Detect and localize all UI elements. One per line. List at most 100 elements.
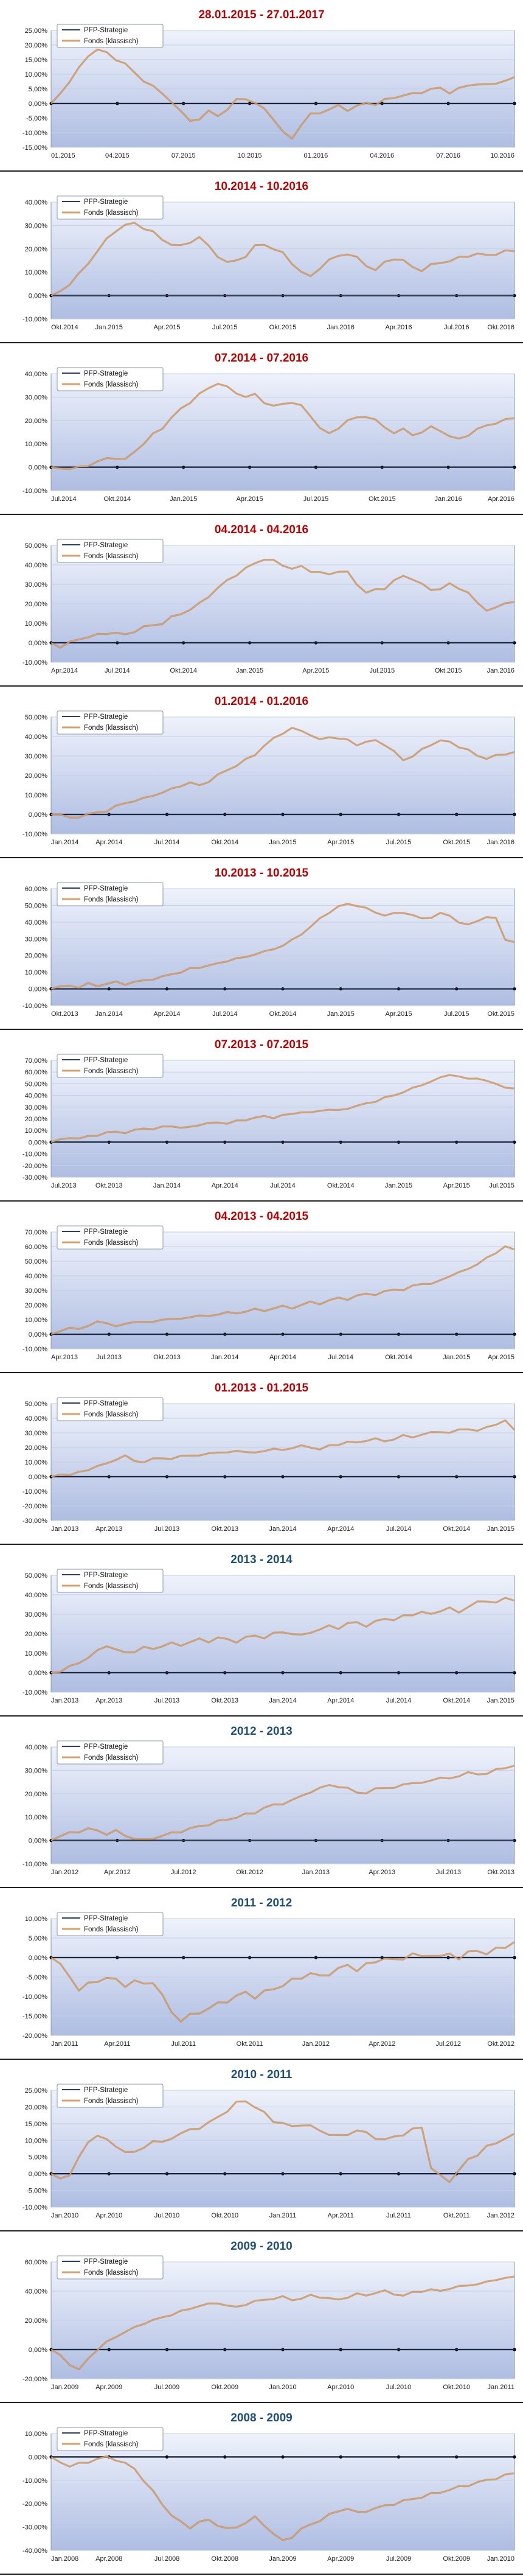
chart-title: 01.2014 - 01.2016 [215,695,308,708]
x-tick-label: Jan.2015 [487,1525,514,1533]
legend-label-strategy: PFP-Strategie [84,27,128,34]
line-chart: 2011 - 2012 10,00% 5,00% 0,00% -5,00% -10,00%… [23,1897,516,2048]
legend-label-strategy: PFP-Strategie [84,542,128,549]
y-tick-label: 30,00% [25,394,48,401]
x-tick-label: Okt.2009 [443,2555,470,2563]
y-tick-label: 20,00% [25,1791,48,1798]
x-tick-label: Jul.2015 [489,1182,514,1189]
legend: PFP-Strategie Fonds (klassisch) [57,2084,164,2108]
chart-panel: 28.01.2015 - 27.01.2017 25,00% 20,00% 15,00… [0,0,523,172]
x-tick-label: Jan.2014 [153,1182,181,1189]
y-tick-label: 0,00% [29,1838,47,1845]
y-tick-label: -20,00% [23,1503,47,1510]
legend: PFP-Strategie Fonds (klassisch) [57,195,164,220]
legend: PFP-Strategie Fonds (klassisch) [57,1397,164,1421]
y-tick-label: 0,00% [29,100,47,108]
y-tick-label: 20,00% [25,42,48,49]
x-tick-label: Okt.2015 [369,495,396,503]
x-tick-label: Okt.2014 [211,839,238,846]
x-tick-label: Okt.2014 [104,495,131,503]
chart-panel: 07.2014 - 07.2016 40,00% 30,00% 20,00% 10,00… [0,343,523,515]
y-tick-label: 40,00% [25,1273,48,1280]
panel-separator [0,1544,523,1545]
legend: PFP-Strategie Fonds (klassisch) [57,2427,164,2451]
panel-separator [0,170,523,172]
x-tick-label: Jan.2015 [385,1182,412,1189]
legend-label-strategy: PFP-Strategie [84,198,128,206]
legend-box [57,367,164,391]
x-tick-label: Apr.2014 [327,1697,354,1704]
x-tick-label: Jan.2015 [327,1010,355,1018]
plot-area [50,201,515,320]
y-tick-label: 60,00% [25,1244,48,1251]
chart-panel: 2011 - 2012 10,00% 5,00% 0,00% -5,00% -10,00%… [0,1888,523,2060]
legend: PFP-Strategie Fonds (klassisch) [57,2255,164,2280]
x-tick-label: Jul.2015 [444,1010,469,1018]
legend-label-fund: Fonds (klassisch) [84,896,139,903]
chart-panel: 10.2014 - 10.2016 40,00% 30,00% 20,00% 10,00… [0,172,523,343]
line-chart: 2010 - 2011 25,00% 20,00% 15,00% 10,00% 5,00%… [23,2068,516,2219]
x-tick-label: Jan.2011 [269,2212,296,2219]
x-tick-label: Apr.2015 [327,839,354,846]
x-tick-label: Jul.2015 [369,667,395,674]
y-tick-label: 50,00% [25,1258,48,1265]
x-tick-label: Jul.2013 [96,1354,122,1361]
x-tick-label: Jan.2010 [269,2384,296,2391]
y-tick-label: 30,00% [25,1104,48,1111]
x-tick-label: Jul.2014 [328,1354,353,1361]
y-tick-label: 30,00% [25,1287,48,1295]
y-tick-label: -10,00% [23,1488,47,1496]
x-tick-label: Jul.2015 [212,324,238,331]
chart-title: 2009 - 2010 [230,2240,292,2253]
chart-panel: 2008 - 2009 10,00% 0,00% -10,00% -20,00% -30,… [0,2403,523,2575]
legend-label-strategy: PFP-Strategie [84,2258,128,2266]
x-tick-label: Jul.2013 [154,1697,180,1704]
legend-box [57,882,164,906]
x-tick-label: Apr.2012 [104,1869,131,1876]
chart-title: 07.2014 - 07.2016 [215,352,308,365]
x-tick-label: Apr.2013 [95,1697,122,1704]
legend: PFP-Strategie Fonds (klassisch) [57,882,164,906]
plot-area [50,373,515,491]
series-line-fonds-klassisch [50,1765,515,1841]
line-chart: 28.01.2015 - 27.01.2017 25,00% 20,00% 15,00… [23,9,516,159]
legend-label-fund: Fonds (klassisch) [84,381,139,388]
chart-panel: 2009 - 2010 60,00% 40,00% 20,00% 0,00% -20,00… [0,2231,523,2403]
legend-box [57,1569,164,1593]
panel-separator [0,1200,523,1202]
series-line-fonds-klassisch [50,1245,515,1335]
legend-label-strategy: PFP-Strategie [84,1057,128,1064]
y-tick-label: 40,00% [25,919,48,926]
chart-title: 2008 - 2009 [230,2412,292,2424]
chart-panel: 2012 - 2013 40,00% 30,00% 20,00% 10,00% 0,00%… [0,1717,523,1888]
x-tick-label: Apr.2012 [369,2040,395,2048]
y-tick-label: -30,00% [23,1517,47,1525]
x-tick-label: Jul.2015 [303,495,329,503]
x-tick-label: Jan.2015 [170,495,197,503]
x-tick-label: Okt.2015 [435,667,462,674]
legend-label-fund: Fonds (klassisch) [84,724,139,732]
x-tick-label: Okt.2012 [236,1869,263,1876]
y-tick-label: 30,00% [25,222,48,229]
panel-separator [0,1887,523,1888]
x-tick-label: Okt.2015 [487,1010,514,1018]
y-tick-label: 20,00% [25,246,48,253]
y-tick-label: -15,00% [23,2013,47,2020]
legend-label-strategy: PFP-Strategie [84,2430,128,2437]
legend-label-strategy: PFP-Strategie [84,1400,128,1407]
legend-box [57,1397,164,1421]
chart-panel: 01.2014 - 01.2016 50,00% 40,00% 30,00% 20,00… [0,687,523,858]
panel-separator [0,1372,523,1373]
x-tick-label: Apr.2014 [269,1354,296,1361]
y-tick-label: -10,00% [23,2204,47,2211]
y-tick-label: -10,00% [23,1151,47,1158]
line-chart: 2012 - 2013 40,00% 30,00% 20,00% 10,00% 0,00%… [23,1725,516,1876]
legend: PFP-Strategie Fonds (klassisch) [57,1740,164,1765]
y-tick-label: 40,00% [25,199,48,206]
x-tick-label: Apr.2010 [95,2212,122,2219]
x-tick-label: Jan.2012 [302,2040,330,2048]
x-tick-label: Jan.2014 [95,1010,123,1018]
y-tick-label: 20,00% [25,601,48,608]
legend-box [57,1740,164,1765]
